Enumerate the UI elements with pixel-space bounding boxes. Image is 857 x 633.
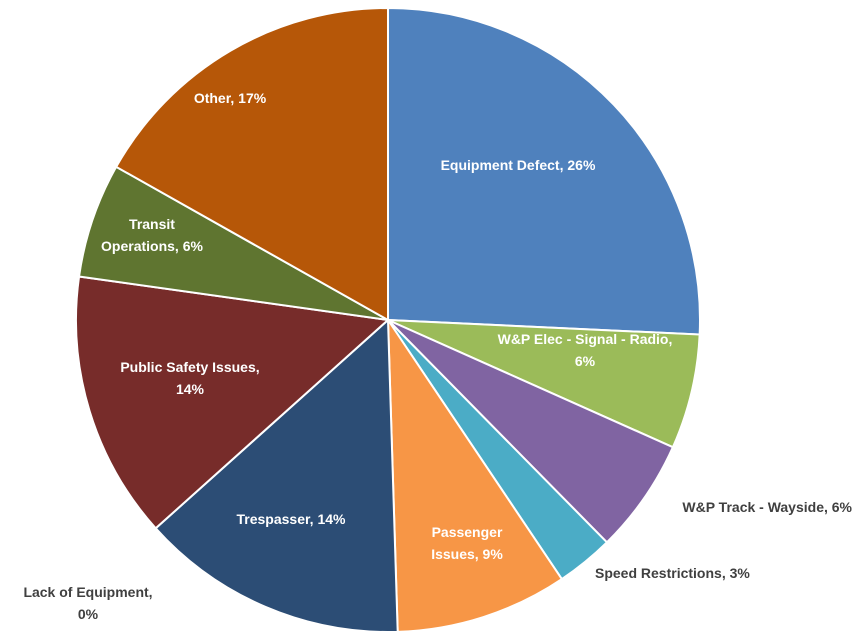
pie-label-transit-operations: Transit Operations, 6% [101, 216, 203, 254]
pie-label-wandp-elec-signal-radio: W&P Elec - Signal - Radio, 6% [498, 331, 673, 369]
pie-label-speed-restrictions: Speed Restrictions, 3% [595, 565, 750, 581]
pie-label-wandp-track-wayside: W&P Track - Wayside, 6% [682, 499, 852, 515]
pie-label-lack-of-equipment: Lack of Equipment, 0% [23, 584, 152, 622]
pie-slice-trespasser [154, 317, 399, 633]
pie-label-equipment-defect: Equipment Defect, 26% [441, 157, 596, 173]
pie-slice-equipment-defect [387, 6, 701, 336]
pie-label-trespasser: Trespasser, 14% [237, 511, 347, 527]
pie-label-other: Other, 17% [194, 90, 267, 106]
pie-slices [75, 6, 701, 633]
pie-labels: Equipment Defect, 26% W&P Elec - Signal -… [23, 90, 852, 622]
pie-slice-passenger-issues [386, 316, 564, 633]
pie-label-public-safety-issues: Public Safety Issues, 14% [120, 359, 259, 397]
pie-slice-other [114, 6, 389, 322]
pie-slice-public-safety-issues [75, 275, 391, 530]
pie-label-passenger-issues: Passenger Issues, 9% [431, 524, 503, 562]
